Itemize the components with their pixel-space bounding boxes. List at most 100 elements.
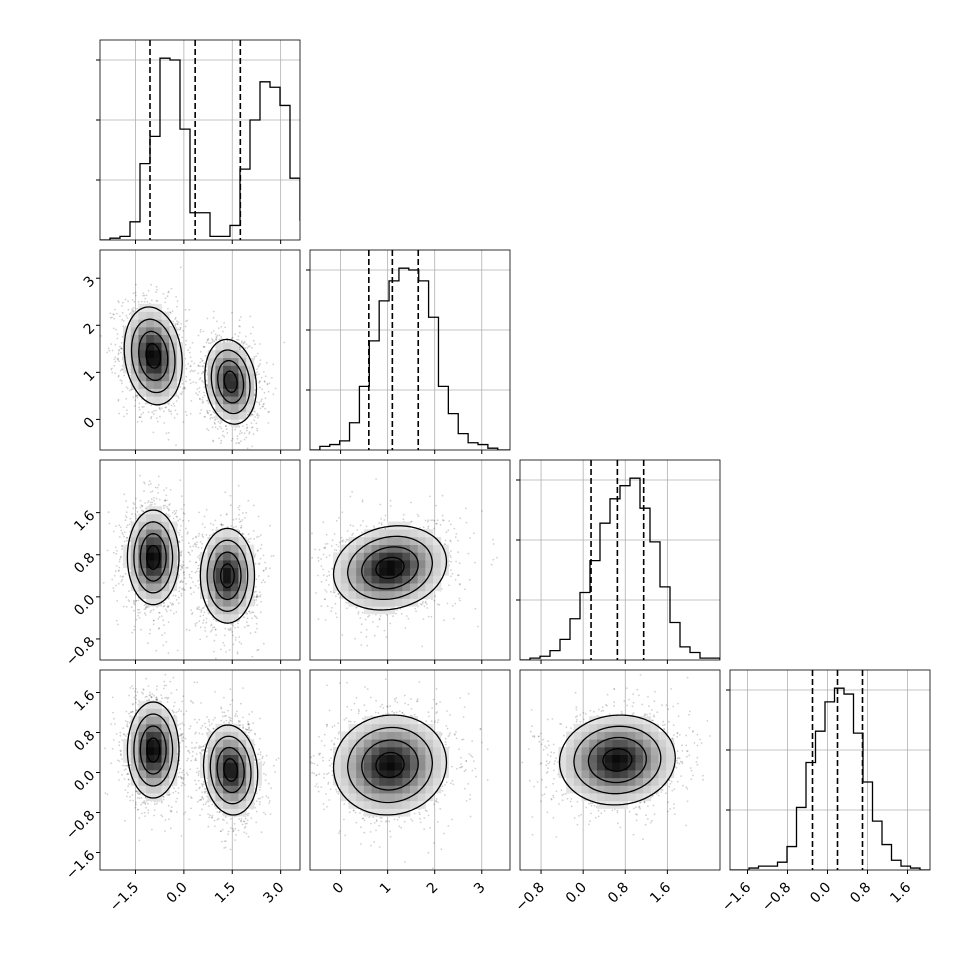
sample-point — [165, 487, 168, 489]
sample-point — [131, 631, 134, 634]
sample-point — [256, 352, 259, 355]
sample-point — [216, 334, 219, 337]
sample-point — [176, 320, 178, 322]
sample-point — [120, 347, 123, 350]
sample-point — [164, 297, 167, 300]
sample-point — [147, 411, 150, 413]
density-cell — [146, 342, 155, 351]
density-cell — [146, 380, 155, 389]
sample-point — [230, 337, 233, 340]
panel-frame — [309, 249, 511, 451]
density-cell — [161, 380, 170, 389]
sample-point — [177, 519, 179, 522]
histogram-1 — [310, 267, 510, 450]
y-tick-label: 3 — [81, 273, 99, 291]
sample-point — [224, 491, 227, 494]
sample-point — [251, 426, 254, 429]
sample-point — [169, 489, 172, 491]
sample-point — [202, 400, 204, 403]
sample-point — [123, 415, 125, 418]
sample-point — [180, 508, 183, 510]
sample-point — [167, 509, 170, 512]
contour-line — [204, 338, 258, 425]
sample-point — [219, 419, 222, 422]
sample-point — [266, 383, 269, 386]
sample-point — [259, 594, 262, 596]
sample-point — [244, 516, 246, 519]
sample-point — [151, 411, 154, 414]
sample-point — [177, 397, 180, 399]
sample-point — [206, 411, 209, 413]
sample-point — [226, 340, 229, 342]
sample-point — [256, 617, 258, 620]
sample-point — [140, 300, 143, 303]
panel-frame — [99, 249, 301, 451]
sample-point — [125, 500, 127, 502]
sample-point — [114, 360, 117, 363]
sample-point — [151, 501, 154, 504]
sample-point — [165, 641, 168, 643]
sample-point — [119, 555, 122, 558]
sample-point — [199, 638, 202, 641]
sample-point — [230, 628, 232, 631]
sample-point — [177, 602, 180, 604]
sample-point — [175, 400, 178, 402]
sample-point — [208, 409, 211, 412]
sample-point — [200, 547, 203, 549]
sample-point — [127, 300, 129, 303]
sample-point — [222, 330, 224, 333]
sample-point — [182, 561, 185, 563]
sample-point — [238, 518, 241, 520]
sample-point — [116, 312, 118, 315]
density-cell — [153, 365, 162, 374]
panel-frame — [99, 39, 301, 241]
sample-point — [137, 608, 139, 611]
sample-point — [248, 610, 251, 613]
sample-point — [260, 376, 263, 379]
sample-point — [189, 586, 192, 589]
sample-point — [259, 343, 261, 345]
sample-point — [186, 319, 189, 322]
sample-point — [217, 327, 220, 329]
sample-point — [162, 644, 165, 647]
sample-point — [128, 389, 131, 392]
sample-point — [152, 623, 155, 626]
sample-point — [254, 410, 256, 413]
sample-point — [126, 317, 129, 319]
sample-point — [181, 588, 183, 591]
sample-point — [181, 567, 184, 569]
sample-point — [255, 599, 258, 601]
sample-point — [249, 537, 252, 540]
density-cell — [207, 350, 216, 359]
density-cell — [146, 350, 155, 359]
sample-point — [176, 323, 179, 325]
sample-point — [216, 428, 219, 430]
sample-point — [246, 347, 249, 349]
sample-point — [255, 374, 258, 376]
sample-point — [174, 324, 177, 327]
sample-point — [129, 325, 132, 328]
sample-point — [120, 556, 122, 559]
sample-point — [120, 529, 123, 532]
sample-point — [256, 427, 258, 430]
sample-point — [256, 371, 258, 373]
sample-point — [164, 504, 166, 507]
sample-point — [126, 524, 129, 527]
sample-point — [125, 526, 128, 529]
sample-point — [123, 493, 126, 496]
sample-point — [195, 561, 197, 564]
sample-point — [180, 565, 183, 568]
sample-point — [190, 400, 193, 402]
sample-point — [188, 351, 191, 354]
sample-point — [215, 335, 218, 338]
sample-point — [202, 365, 204, 368]
sample-point — [180, 552, 183, 554]
sample-point — [252, 611, 255, 614]
sample-point — [201, 396, 204, 399]
sample-point — [256, 649, 259, 652]
sample-point — [120, 347, 123, 349]
sample-point — [259, 591, 261, 593]
sample-point — [237, 622, 239, 625]
sample-point — [220, 523, 223, 526]
sample-point — [121, 544, 123, 547]
